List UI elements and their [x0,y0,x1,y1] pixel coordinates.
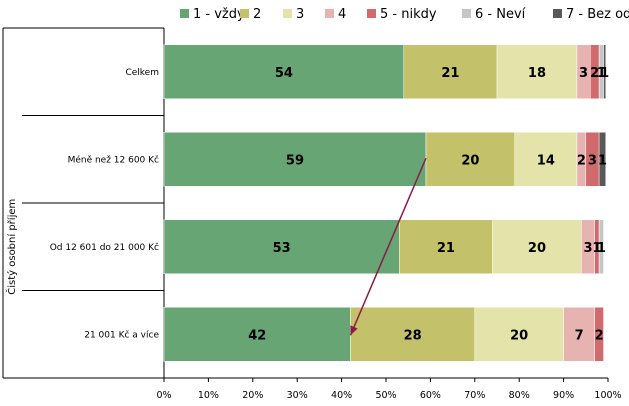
data-label: 1 [598,153,607,168]
bar-segment [399,219,493,274]
legend-entry: 7 - Bez odpovědi [566,7,629,22]
bar-segment [163,132,427,187]
x-tick-label: 0% [156,390,171,401]
legend-entry: 3 [296,7,304,22]
bar-segment [403,44,498,99]
bar-segment [496,44,578,99]
bar-segment [598,219,604,274]
legend-entry: 6 - Neví [475,7,526,22]
data-label: 1 [600,66,609,81]
x-tick-label: 50% [375,390,396,401]
x-tick-label: 20% [242,390,263,401]
annotation-arrow-head [350,325,358,336]
data-label: 3 [579,66,588,81]
data-label: 1 [592,241,601,256]
data-label: 14 [537,153,555,168]
x-tick-label: 80% [509,390,530,401]
category-labels: Celkem Méně než 12 600 Kč Od 12 601 do 21 … [50,68,160,341]
bar-segment [163,307,351,362]
x-tick-label: 60% [420,390,441,401]
data-label: 3 [583,241,592,256]
data-label: 42 [248,328,266,343]
x-tick-label: 90% [553,390,574,401]
x-tick-label: 30% [287,390,308,401]
group-label: Čistý osobní příjem [5,199,18,295]
group-label-container: Čistý osobní příjem [5,199,18,295]
legend-entry: 2 [253,7,261,22]
legend-swatch [283,9,292,18]
x-tick-label: 40% [331,390,352,401]
legend-swatch [553,9,562,18]
legend: 1 - vždy 2 3 4 5 - nikdy 6 - Neví 7 - Bez odpo… [180,7,629,22]
annotation [349,157,427,336]
category-label: 21 001 Kč a více [84,329,159,340]
category-label: Od 12 601 do 21 000 Kč [50,242,159,253]
legend-entry: 5 - nikdy [380,7,437,22]
annotation-arrow-line [349,157,427,336]
bar-segment [598,132,607,187]
legend-swatch [180,9,189,18]
category-label: Celkem [125,68,159,78]
data-label: 2 [595,328,604,343]
data-label: 7 [575,328,584,343]
data-label: 1 [597,66,606,81]
legend-swatch [462,9,471,18]
legend-swatch [367,9,376,18]
bar-segment [603,44,607,99]
bar-segment [163,44,405,99]
data-label: 53 [273,241,291,256]
legend-entry: 4 [338,7,346,22]
data-label: 21 [437,241,455,256]
x-tick-labels: 0% 10% 20% 30% 40% 50% 60% 70% 80% 90% 100% [156,378,622,401]
bar-segment [514,132,578,187]
data-label: 20 [528,241,546,256]
data-label: 20 [510,328,528,343]
x-tick-label: 10% [198,390,219,401]
data-label: 3 [588,153,597,168]
x-tick-label: 100% [594,390,621,401]
bar-segment [350,307,476,362]
data-label: 2 [577,153,586,168]
data-label: 18 [528,66,546,81]
bar-segment [163,219,400,274]
x-tick-label: 70% [464,390,485,401]
legend-swatch [325,9,334,18]
bar-segment [425,132,516,187]
data-label: 54 [275,66,293,81]
data-label: 28 [404,328,422,343]
category-label: Méně než 12 600 Kč [68,154,159,165]
data-label: 20 [461,153,479,168]
data-label: 21 [441,66,459,81]
legend-swatch [240,9,249,18]
legend-entry: 1 - vždy [193,7,245,22]
data-label: 1 [597,241,606,256]
data-label: 2 [590,66,599,81]
bar-segment [474,307,564,362]
bar-segment [594,307,604,362]
data-label: 59 [286,153,304,168]
